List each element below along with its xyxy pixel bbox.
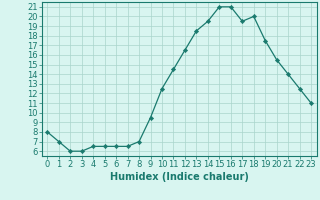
X-axis label: Humidex (Indice chaleur): Humidex (Indice chaleur) <box>110 172 249 182</box>
